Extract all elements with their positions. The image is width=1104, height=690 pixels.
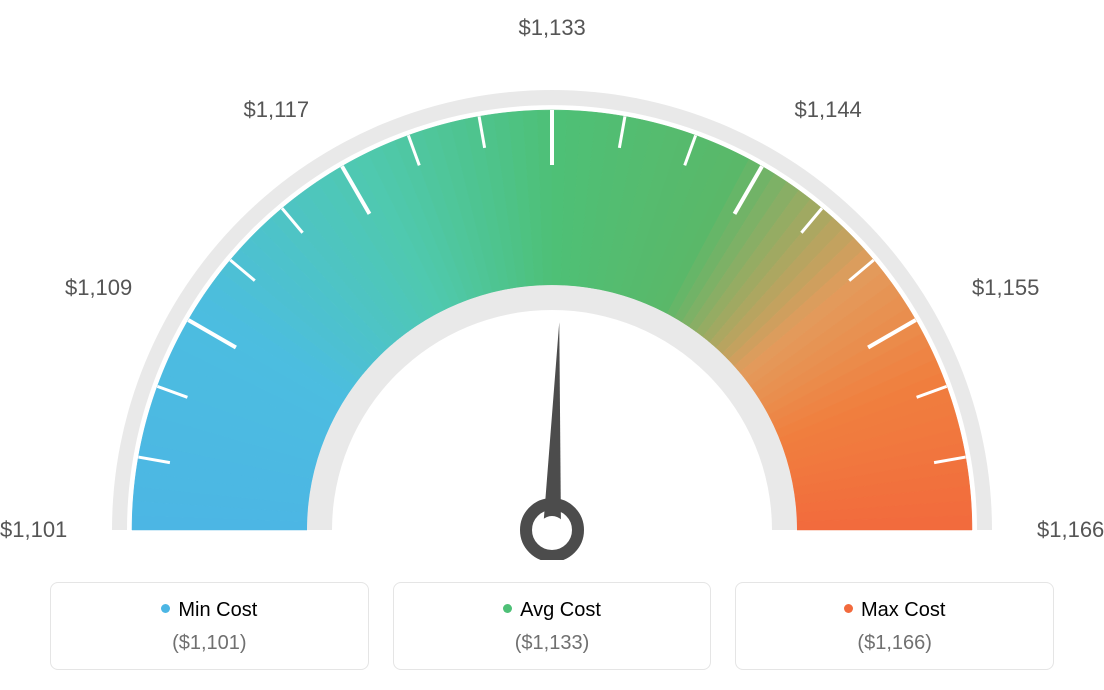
legend-title-max: Max Cost (746, 599, 1043, 622)
legend-card-avg: Avg Cost ($1,133) (393, 582, 712, 670)
legend-title-max-text: Max Cost (861, 599, 945, 621)
legend-dot-min (161, 604, 170, 613)
legend-value-min: ($1,101) (61, 632, 358, 655)
legend-value-max: ($1,166) (746, 632, 1043, 655)
legend-dot-max (844, 604, 853, 613)
gauge-tick-label: $1,109 (65, 275, 132, 301)
gauge-chart-container: $1,101 $1,109 $1,117 $1,133 $1,144 $1,155 $1,1… (0, 0, 1104, 690)
legend-value-avg: ($1,133) (404, 632, 701, 655)
gauge-tick-label: $1,166 (1037, 517, 1104, 543)
gauge-tick-label: $1,101 (0, 517, 67, 543)
legend-title-avg-text: Avg Cost (520, 599, 601, 621)
gauge-tick-label: $1,133 (519, 15, 586, 41)
legend-card-max: Max Cost ($1,166) (735, 582, 1054, 670)
gauge-svg (0, 0, 1104, 560)
gauge-tick-label: $1,144 (795, 97, 862, 123)
gauge: $1,101 $1,109 $1,117 $1,133 $1,144 $1,155 $1,1… (0, 0, 1104, 560)
legend-row: Min Cost ($1,101) Avg Cost ($1,133) Max … (50, 582, 1054, 670)
gauge-tick-label: $1,155 (972, 275, 1039, 301)
legend-dot-avg (503, 604, 512, 613)
gauge-tick-label: $1,117 (244, 97, 310, 123)
legend-card-min: Min Cost ($1,101) (50, 582, 369, 670)
legend-title-min: Min Cost (61, 599, 358, 622)
legend-title-min-text: Min Cost (178, 599, 257, 621)
legend-title-avg: Avg Cost (404, 599, 701, 622)
